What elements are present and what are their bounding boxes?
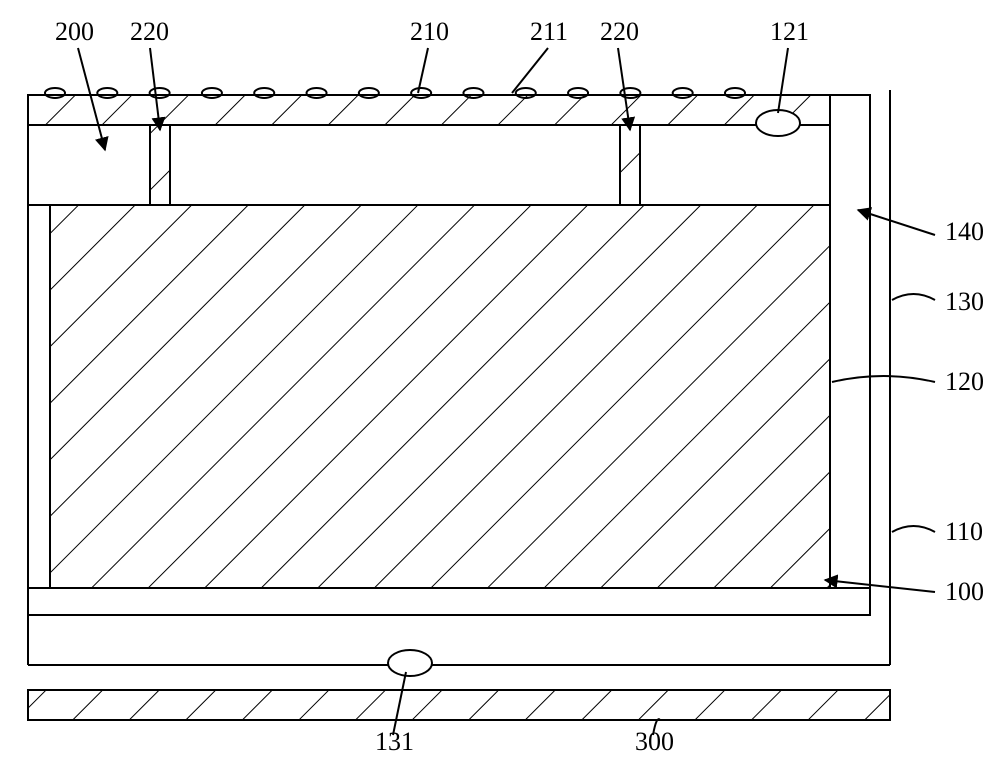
bottom-plate-300 (28, 690, 890, 720)
leader-211 (512, 48, 548, 93)
label-200: 200 (55, 17, 94, 46)
label-220: 220 (130, 17, 169, 46)
label-211: 211 (530, 17, 568, 46)
label-220: 220 (600, 17, 639, 46)
pillar-220-2 (620, 125, 640, 205)
label-100: 100 (945, 577, 984, 606)
leader-110 (892, 526, 935, 532)
label-120: 120 (945, 367, 984, 396)
leader-120 (832, 376, 935, 382)
body-100 (50, 205, 830, 588)
junction-131 (388, 650, 432, 676)
label-140: 140 (945, 217, 984, 246)
label-110: 110 (945, 517, 983, 546)
leader-100 (825, 580, 935, 592)
label-131: 131 (375, 727, 414, 756)
leader-210 (418, 48, 428, 93)
leader-130 (892, 294, 935, 300)
label-121: 121 (770, 17, 809, 46)
label-300: 300 (635, 727, 674, 756)
top-plate-210 (28, 95, 830, 125)
label-130: 130 (945, 287, 984, 316)
pillar-220-1 (150, 125, 170, 205)
junction-121 (756, 110, 800, 136)
label-210: 210 (410, 17, 449, 46)
